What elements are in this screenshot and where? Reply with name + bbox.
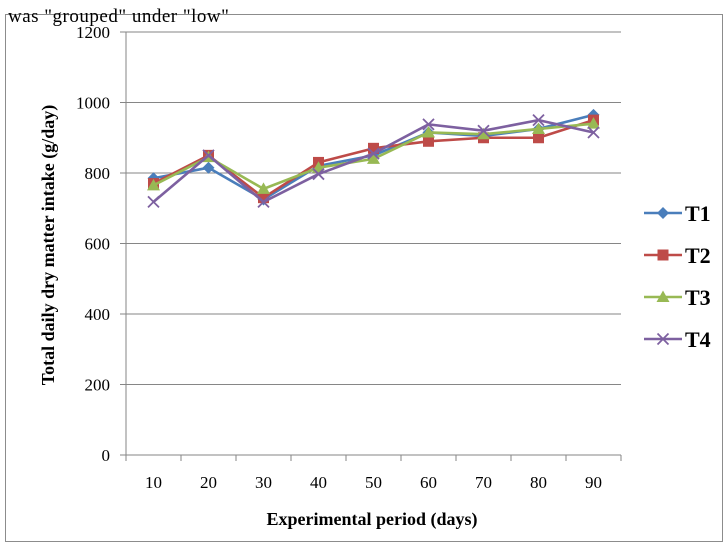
- data-point-t3: [532, 122, 545, 134]
- data-point-t3: [257, 182, 270, 194]
- data-point-t4: [312, 167, 325, 181]
- data-point-t4: [532, 113, 545, 127]
- legend-label-t2: T2: [685, 243, 711, 268]
- series-lines: [147, 108, 600, 209]
- x-tick-label: 40: [310, 473, 327, 492]
- legend-marker-t2: [657, 249, 669, 261]
- x-marker-stroke: [147, 195, 160, 209]
- legend-label-t3: T3: [685, 285, 711, 310]
- y-tick-label: 600: [85, 235, 111, 254]
- gridlines: [126, 31, 621, 385]
- axes: 0 200 400 600 800 1000 1200 10 20 30 40 50 60 70 80 90: [76, 23, 622, 492]
- data-point-t4: [367, 147, 380, 160]
- x-tick-label: 10: [145, 473, 162, 492]
- x-tick-label: 80: [530, 473, 547, 492]
- data-point-t2: [533, 132, 544, 144]
- series-t4: [147, 113, 600, 209]
- legend-label-t1: T1: [685, 201, 711, 226]
- x-marker-stroke: [367, 147, 380, 160]
- data-point-t2: [368, 142, 379, 154]
- legend-marker-t1: [657, 207, 669, 219]
- y-tick-label: 200: [85, 376, 111, 395]
- x-tick-label: 20: [200, 473, 217, 492]
- legend-item-t2: T2: [644, 243, 711, 268]
- x-marker-stroke: [532, 113, 545, 127]
- y-tick-label: 0: [102, 446, 111, 465]
- data-point-t4: [257, 195, 270, 209]
- data-point-t2: [423, 135, 434, 147]
- data-point-t2: [258, 192, 269, 204]
- x-tick-label: 50: [365, 473, 382, 492]
- legend-marker-t4: [656, 332, 670, 346]
- legend-marker-t3: [656, 290, 670, 302]
- data-point-t1: [202, 161, 215, 174]
- data-point-t3: [587, 117, 600, 129]
- x-tick-label: 90: [585, 473, 602, 492]
- x-marker-stroke: [257, 195, 270, 209]
- data-point-t4: [202, 149, 215, 162]
- y-tick-label: 1000: [76, 94, 110, 113]
- data-point-t3: [477, 127, 490, 140]
- x-marker-stroke: [656, 332, 670, 346]
- data-point-t4: [587, 126, 600, 139]
- x-axis-title: Experimental period (days): [267, 509, 478, 530]
- x-marker-stroke: [202, 149, 215, 162]
- x-tick-label: 70: [475, 473, 492, 492]
- legend-item-t1: T1: [644, 201, 711, 226]
- x-tick-label: 60: [420, 473, 437, 492]
- data-point-t3: [422, 125, 435, 138]
- y-tick-label: 1200: [76, 23, 110, 42]
- data-point-t4: [477, 124, 490, 137]
- data-point-t4: [422, 118, 435, 131]
- y-tick-label: 400: [85, 305, 111, 324]
- legend-label-t4: T4: [685, 327, 711, 352]
- x-marker-stroke: [312, 167, 325, 181]
- header-fragment-text: was "grouped" under "low": [8, 6, 230, 27]
- data-point-t3: [147, 178, 160, 191]
- y-tick-label: 800: [85, 164, 111, 183]
- data-point-t3: [367, 152, 380, 164]
- y-axis-title: Total daily dry matter intake (g/day): [38, 105, 59, 386]
- legend-item-t3: T3: [644, 285, 711, 310]
- x-marker-stroke: [587, 126, 600, 139]
- legend-item-t4: T4: [644, 327, 711, 352]
- data-point-t4: [147, 195, 160, 209]
- x-marker-stroke: [422, 118, 435, 131]
- x-marker-stroke: [477, 124, 490, 137]
- series-t3: [147, 117, 600, 194]
- legend: T1 T2 T3 T4: [644, 201, 711, 352]
- x-tick-label: 30: [255, 473, 272, 492]
